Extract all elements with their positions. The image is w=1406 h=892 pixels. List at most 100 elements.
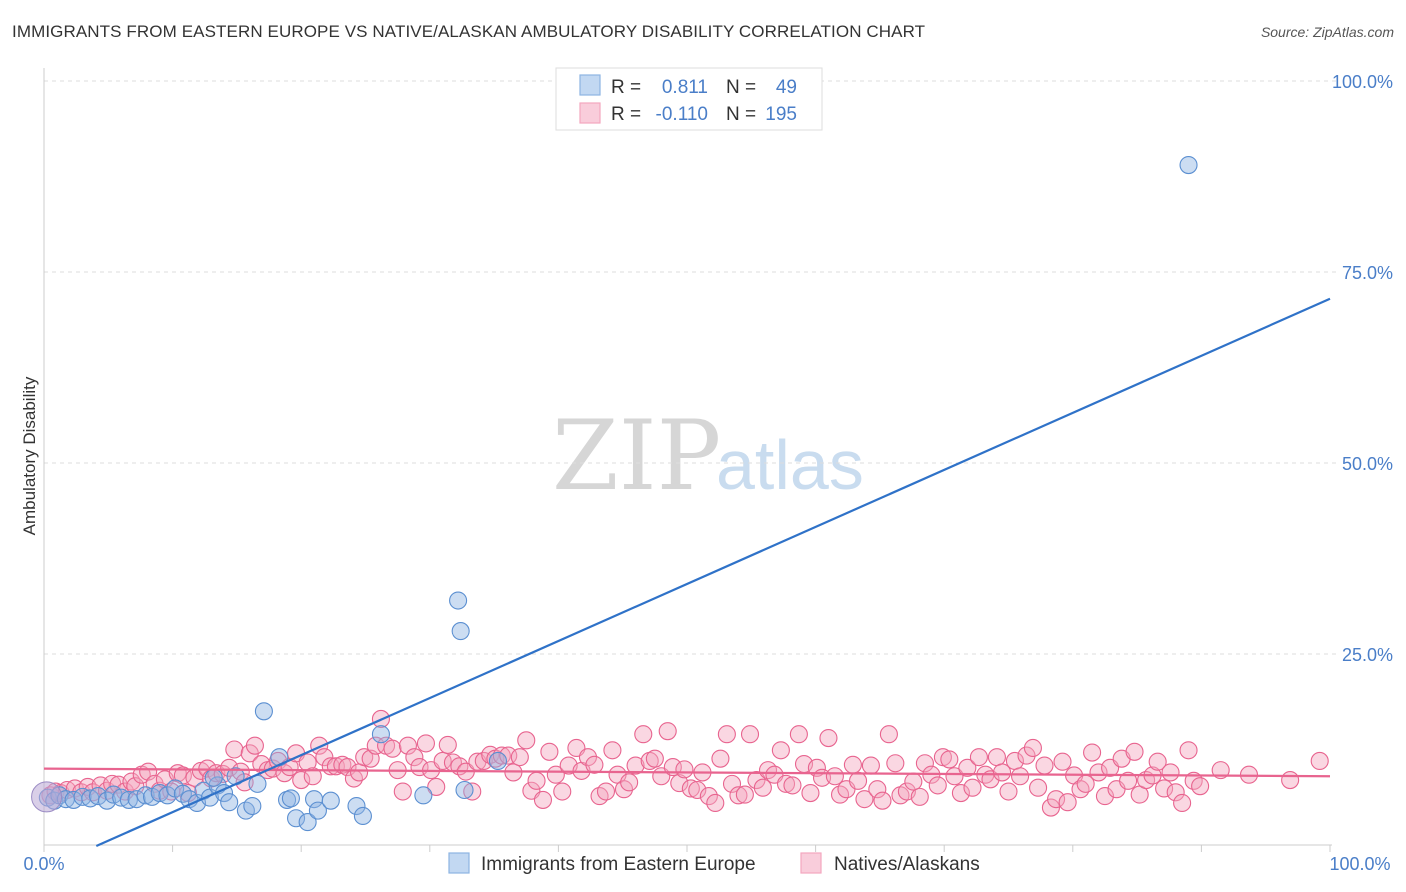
point-natives-alaskans (928, 776, 947, 795)
stats-n-label-blue: N = (726, 77, 756, 98)
watermark: ZIP atlas (552, 400, 864, 512)
point-natives-alaskans (533, 790, 553, 809)
watermark-atlas: atlas (716, 426, 864, 504)
point-natives-alaskans (1047, 790, 1066, 809)
point-natives-alaskans (292, 771, 311, 790)
point-natives-alaskans (699, 787, 718, 806)
point-natives-alaskans (1281, 771, 1300, 790)
point-natives-alaskans (658, 722, 677, 741)
point-natives-alaskans (383, 739, 402, 758)
y-tick-label: 75.0% (1342, 263, 1393, 283)
point-natives-alaskans (776, 774, 796, 793)
point-natives-alaskans (596, 782, 616, 801)
point-natives-alaskans (706, 793, 725, 813)
point-natives-alaskans (1011, 767, 1030, 786)
point-immigrants-eastern-europe (220, 793, 239, 812)
point-immigrants-eastern-europe (1179, 155, 1198, 175)
point-natives-alaskans (1058, 793, 1077, 812)
point-natives-alaskans (1310, 751, 1329, 771)
point-natives-alaskans (758, 761, 778, 780)
point-natives-alaskans (438, 735, 457, 754)
point-immigrants-eastern-europe (308, 801, 327, 820)
point-natives-alaskans (510, 748, 529, 767)
legend-swatch-pink (800, 852, 822, 874)
point-natives-alaskans (350, 763, 369, 782)
point-natives-alaskans (1089, 763, 1108, 782)
point-natives-alaskans (848, 771, 868, 790)
point-natives-alaskans (590, 787, 609, 806)
point-natives-alaskans (1161, 763, 1180, 782)
point-natives-alaskans (963, 778, 982, 797)
watermark-zip: ZIP (552, 400, 721, 512)
trend-line-immigrants-eastern-europe (95, 297, 1331, 848)
point-natives-alaskans (405, 748, 424, 767)
point-natives-alaskans (843, 755, 862, 774)
point-natives-alaskans (1071, 780, 1090, 799)
point-immigrants-eastern-europe (158, 786, 177, 805)
point-natives-alaskans (904, 772, 923, 791)
point-natives-alaskans (626, 756, 645, 775)
point-natives-alaskans (945, 767, 964, 786)
point-immigrants-eastern-europe (451, 622, 470, 641)
point-natives-alaskans (951, 783, 970, 803)
point-immigrants-eastern-europe (287, 809, 306, 828)
point-natives-alaskans (303, 767, 322, 786)
point-immigrants-eastern-europe (236, 801, 255, 820)
point-natives-alaskans (993, 763, 1012, 782)
point-immigrants-eastern-europe (488, 751, 508, 771)
point-natives-alaskans (1035, 756, 1054, 775)
stats-n-value-blue: 49 (776, 77, 797, 98)
point-immigrants-eastern-europe (127, 790, 146, 809)
series-immigrants-eastern-europe (31, 155, 1198, 832)
point-natives-alaskans (578, 748, 598, 767)
legend-label-pink: Natives/Alaskans (834, 854, 980, 875)
point-immigrants-eastern-europe (298, 813, 317, 832)
point-immigrants-eastern-europe (136, 786, 155, 805)
stats-r-value-pink: -0.110 (656, 104, 708, 125)
stats-r-label-pink: R = (611, 104, 641, 125)
point-immigrants-eastern-europe (88, 787, 108, 806)
point-natives-alaskans (783, 776, 802, 795)
point-immigrants-eastern-europe (321, 791, 340, 810)
point-natives-alaskans (527, 771, 546, 790)
point-natives-alaskans (1166, 783, 1185, 802)
point-natives-alaskans (1125, 742, 1144, 761)
point-natives-alaskans (416, 734, 435, 753)
point-immigrants-eastern-europe (254, 702, 273, 721)
point-immigrants-eastern-europe (414, 786, 433, 805)
point-natives-alaskans (771, 741, 790, 760)
chart-title: IMMIGRANTS FROM EASTERN EUROPE VS NATIVE… (12, 22, 926, 41)
point-natives-alaskans (735, 785, 754, 804)
stats-r-label-blue: R = (611, 77, 641, 98)
point-natives-alaskans (861, 756, 880, 775)
point-natives-alaskans (729, 786, 748, 805)
point-natives-alaskans (910, 787, 929, 806)
point-immigrants-eastern-europe (347, 796, 366, 816)
point-natives-alaskans (681, 779, 700, 798)
point-natives-alaskans (427, 777, 446, 796)
point-immigrants-eastern-europe (281, 789, 300, 808)
y-tick-label: 100.0% (1332, 72, 1393, 92)
stats-swatch-blue (579, 74, 601, 96)
point-natives-alaskans (245, 736, 264, 755)
point-natives-alaskans (1179, 741, 1198, 760)
point-natives-alaskans (1053, 752, 1072, 771)
point-natives-alaskans (634, 725, 653, 744)
point-natives-alaskans (740, 725, 760, 744)
point-immigrants-eastern-europe (449, 591, 468, 610)
point-natives-alaskans (1191, 777, 1210, 796)
y-tick-labels: 25.0% 50.0% 75.0% 100.0% (1332, 72, 1393, 665)
point-natives-alaskans (886, 754, 905, 773)
chart-source: Source: ZipAtlas.com (1260, 24, 1394, 40)
point-natives-alaskans (670, 774, 689, 793)
stats-box: R = 0.811 N = 49 R = -0.110 N = 195 (555, 67, 823, 131)
point-natives-alaskans (517, 731, 536, 750)
point-natives-alaskans (722, 774, 742, 793)
x-axis-ticks (43, 845, 1331, 852)
point-natives-alaskans (355, 748, 374, 767)
point-natives-alaskans (398, 736, 417, 755)
point-natives-alaskans (553, 782, 572, 801)
x-tick-label-max: 100.0% (1329, 854, 1390, 874)
point-natives-alaskans (855, 790, 874, 809)
point-natives-alaskans (825, 767, 844, 786)
